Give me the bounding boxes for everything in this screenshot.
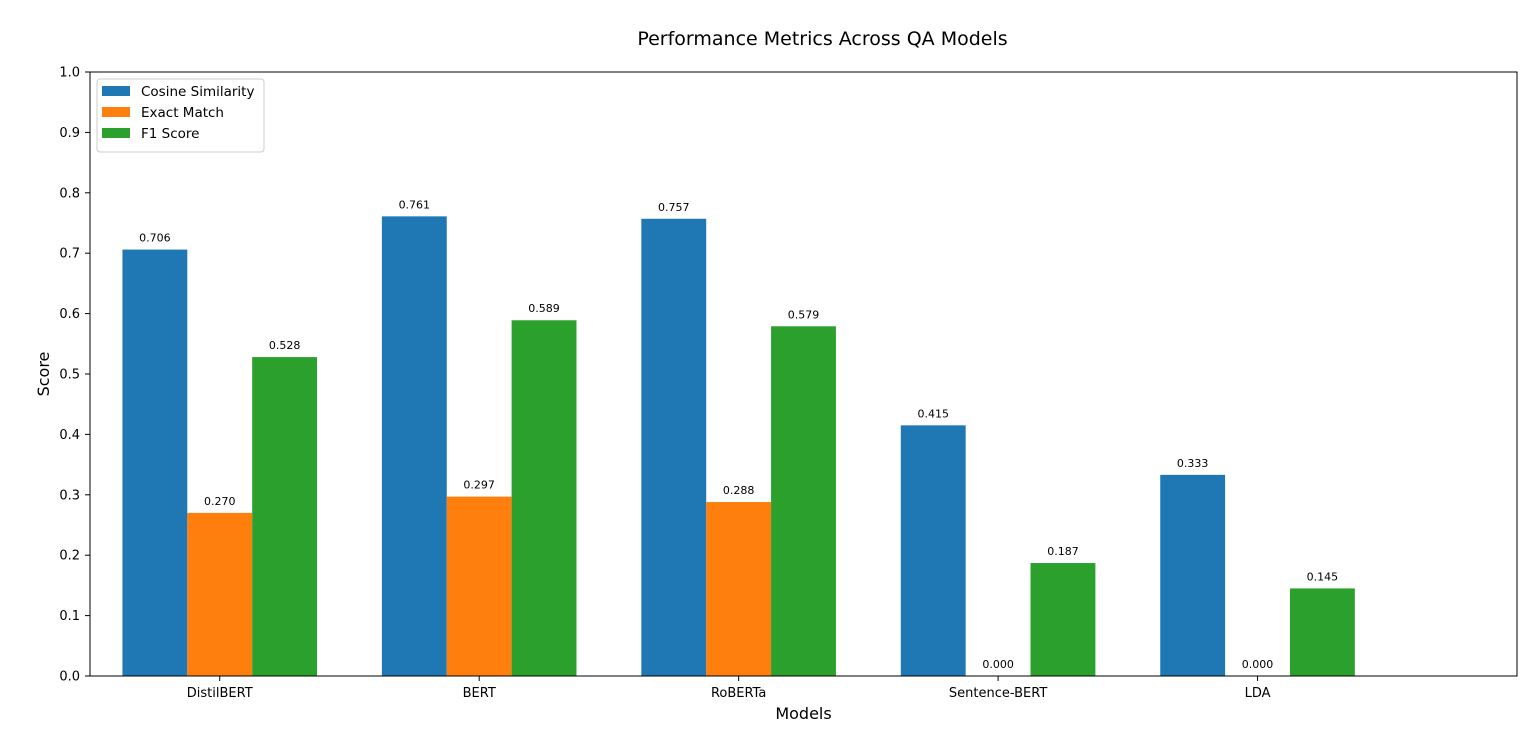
legend-swatch xyxy=(102,86,130,96)
y-tick-label: 0.6 xyxy=(59,307,80,322)
data-label: 0.589 xyxy=(528,302,560,315)
data-label: 0.706 xyxy=(139,232,171,245)
legend-swatch xyxy=(102,128,130,138)
bar-cosine-similarity-distilbert xyxy=(122,249,188,677)
x-tick-label: Sentence-BERT xyxy=(949,686,1047,701)
data-label: 0.145 xyxy=(1307,570,1339,583)
bars-layer xyxy=(122,216,1355,677)
legend-label: F1 Score xyxy=(141,126,199,142)
x-tick-label: DistilBERT xyxy=(187,686,253,701)
y-tick-label: 0.7 xyxy=(59,247,80,262)
y-tick-label: 0.4 xyxy=(59,428,80,443)
bar-exact-match-bert xyxy=(446,496,512,676)
data-label: 0.757 xyxy=(658,201,690,214)
x-tick-label: RoBERTa xyxy=(711,686,766,701)
y-tick-label: 0.9 xyxy=(59,126,80,141)
data-labels-layer: 0.706 0.761 0.757 0.415 0.333 0.270 0.297 0.288… xyxy=(139,198,1338,671)
y-tick-label: 0.2 xyxy=(59,549,80,564)
bar-exact-match-roberta xyxy=(706,502,772,676)
y-tick-label: 1.0 xyxy=(59,66,80,81)
bar-exact-match-distilbert xyxy=(187,512,253,676)
bar-f1-score-roberta xyxy=(771,326,836,676)
bar-cosine-similarity-roberta xyxy=(641,218,707,676)
x-tick-label: BERT xyxy=(463,686,496,701)
legend-box xyxy=(96,78,265,153)
data-label: 0.333 xyxy=(1177,457,1209,470)
x-axis-title: Models xyxy=(775,704,831,723)
data-label: 0.415 xyxy=(917,407,949,420)
y-tick-label: 0.1 xyxy=(59,609,80,624)
data-label: 0.000 xyxy=(982,658,1014,671)
bar-cosine-similarity-bert xyxy=(381,216,447,676)
legend-swatch xyxy=(102,107,130,117)
bar-cosine-similarity-lda xyxy=(1160,474,1226,676)
x-tick-label: LDA xyxy=(1245,686,1271,701)
bar-f1-score-distilbert xyxy=(252,357,318,676)
legend-label: Cosine Similarity xyxy=(141,84,254,100)
data-label: 0.000 xyxy=(1242,658,1274,671)
bar-f1-score-lda xyxy=(1289,588,1355,676)
bar-f1-score-bert xyxy=(511,320,577,676)
data-label: 0.528 xyxy=(269,339,301,352)
data-label: 0.187 xyxy=(1047,545,1079,558)
data-label: 0.270 xyxy=(204,495,236,508)
y-axis-title: Score xyxy=(34,352,53,397)
data-label: 0.297 xyxy=(463,479,495,492)
y-axis: 0.0 0.1 0.2 0.3 0.4 0.5 0.6 0.7 0.8 0.9 1.0 xyxy=(59,66,90,685)
bar-cosine-similarity-sentence-bert xyxy=(900,425,966,676)
y-tick-label: 0.5 xyxy=(59,368,80,383)
x-axis: DistilBERT BERT RoBERTa Sentence-BERT LDA xyxy=(187,676,1271,701)
bar-f1-score-sentence-bert xyxy=(1030,563,1096,676)
data-label: 0.579 xyxy=(788,308,820,321)
y-tick-label: 0.8 xyxy=(59,186,80,201)
chart-title: Performance Metrics Across QA Models xyxy=(637,28,1007,50)
data-label: 0.288 xyxy=(723,484,755,497)
y-tick-label: 0.0 xyxy=(59,670,80,685)
legend: Cosine Similarity Exact Match F1 Score xyxy=(96,78,265,153)
y-tick-label: 0.3 xyxy=(59,488,80,503)
legend-label: Exact Match xyxy=(141,105,224,121)
data-label: 0.761 xyxy=(399,198,431,211)
